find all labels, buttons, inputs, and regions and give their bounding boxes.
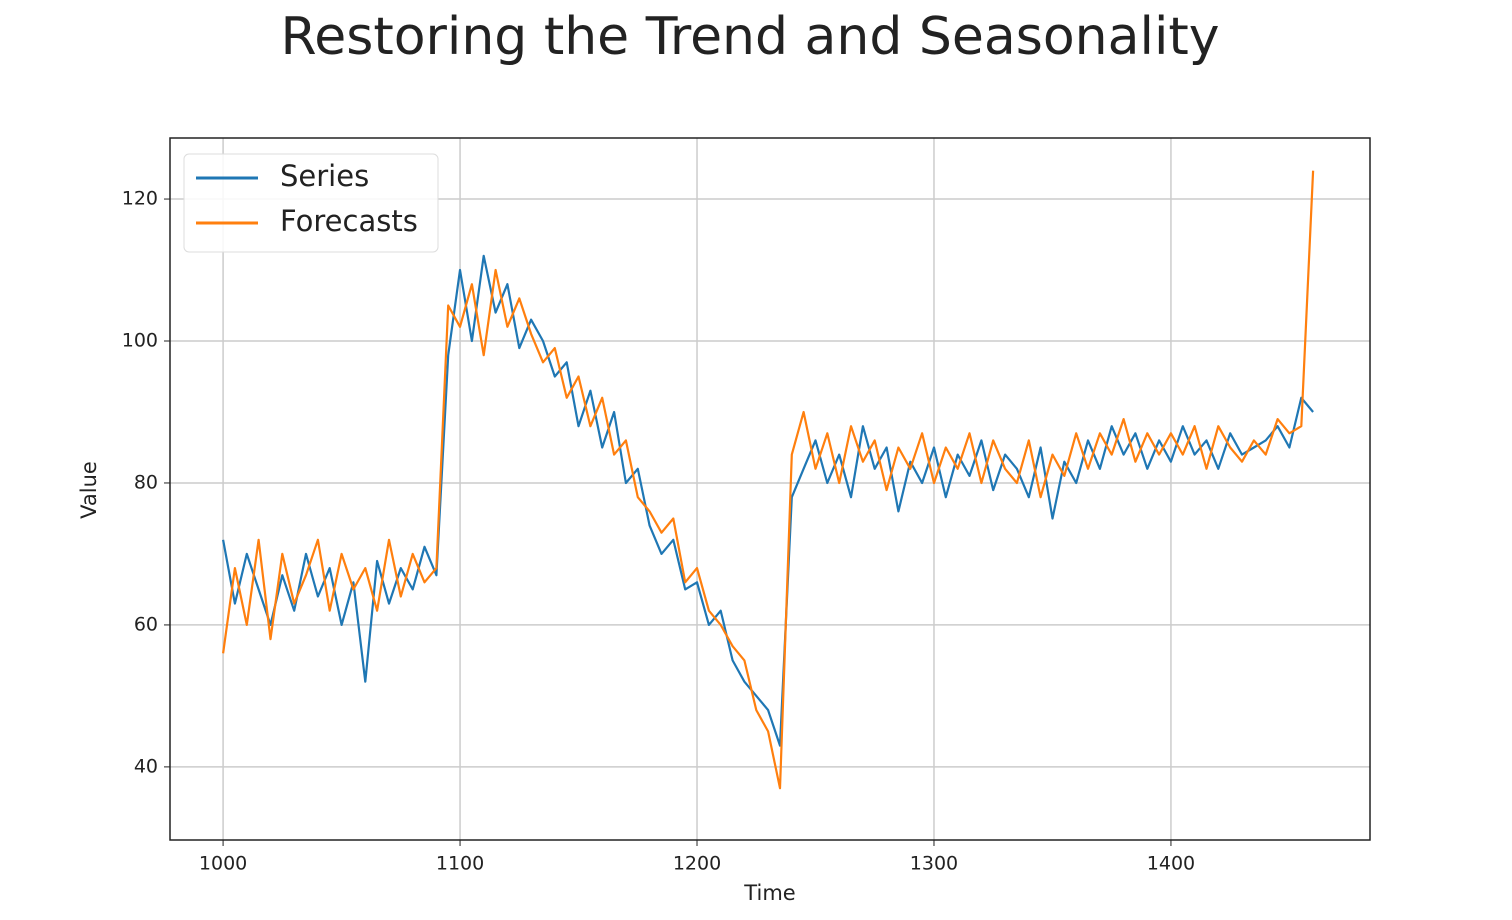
legend: Series Forecasts xyxy=(183,153,439,253)
y-tick-label: 100 xyxy=(122,330,158,352)
y-tick-label: 60 xyxy=(134,613,158,635)
y-tick-label: 40 xyxy=(134,755,158,777)
lines xyxy=(222,170,1315,790)
x-tick-label: 1200 xyxy=(673,853,721,875)
x-tick-label: 1000 xyxy=(199,853,247,875)
y-tick-label: 120 xyxy=(122,188,158,210)
x-tick-label: 1300 xyxy=(910,853,958,875)
legend-label: Series xyxy=(280,159,369,193)
y-axis-label: Value xyxy=(77,461,101,519)
series-line xyxy=(222,254,1314,747)
x-axis-label: Time xyxy=(743,881,795,905)
plot-frame xyxy=(169,137,1371,841)
x-tick-label: 1100 xyxy=(436,853,484,875)
chart-title: Restoring the Trend and Seasonality xyxy=(280,7,1219,67)
legend-label: Forecasts xyxy=(280,204,418,238)
series-line xyxy=(222,170,1315,790)
y-tick-label: 80 xyxy=(134,471,158,493)
x-tick-label: 1400 xyxy=(1147,853,1195,875)
